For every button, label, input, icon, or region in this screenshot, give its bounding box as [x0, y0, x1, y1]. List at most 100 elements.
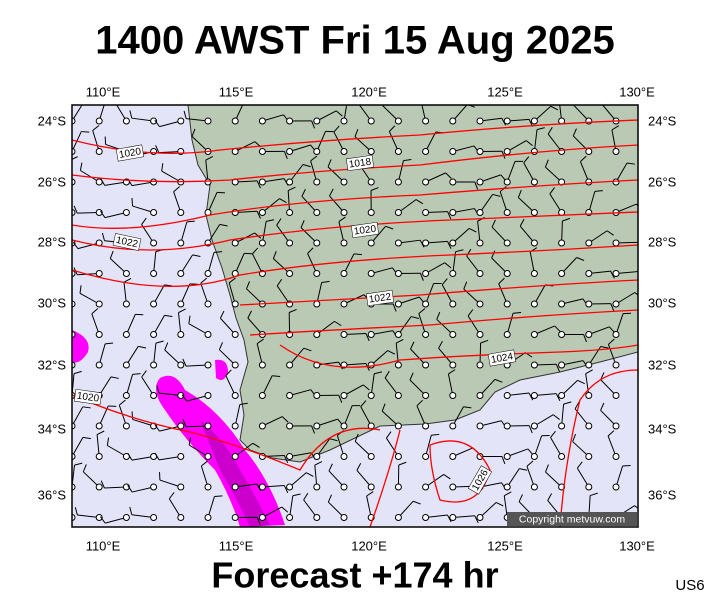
- lat-label: 34°S: [648, 421, 677, 436]
- footer-code: US6: [675, 577, 704, 594]
- barb-station: [586, 423, 592, 429]
- barb-station: [96, 484, 102, 490]
- barb-station: [259, 515, 265, 521]
- barb-station: [613, 332, 619, 338]
- barb-station: [205, 423, 211, 429]
- barb-station: [531, 423, 537, 429]
- barb-station: [151, 362, 157, 368]
- lat-label: 36°S: [38, 487, 67, 502]
- barb-station: [232, 149, 238, 155]
- barb-station: [586, 332, 592, 338]
- barb-station: [151, 240, 157, 246]
- barb-station: [559, 393, 565, 399]
- barb-station: [423, 362, 429, 368]
- barb-station: [531, 149, 537, 155]
- barb-station: [395, 179, 401, 185]
- barb-station: [341, 393, 347, 399]
- barb-station: [232, 393, 238, 399]
- barb-station: [232, 454, 238, 460]
- barb-station: [504, 240, 510, 246]
- barb-station: [287, 271, 293, 277]
- barb-station: [287, 515, 293, 521]
- barb-station: [123, 210, 129, 216]
- barb-station: [531, 271, 537, 277]
- barb-station: [205, 454, 211, 460]
- barb-station: [477, 210, 483, 216]
- barb-station: [450, 149, 456, 155]
- barb-station: [450, 362, 456, 368]
- barb-station: [368, 240, 374, 246]
- lat-label: 28°S: [648, 234, 677, 249]
- barb-station: [259, 210, 265, 216]
- barb-station: [504, 210, 510, 216]
- barb-station: [314, 149, 320, 155]
- barb-station: [96, 301, 102, 307]
- barb-flag: [272, 376, 280, 377]
- barb-station: [559, 301, 565, 307]
- barb-flag: [214, 496, 222, 497]
- barb-station: [123, 362, 129, 368]
- barb-station: [368, 118, 374, 124]
- barb-station: [423, 484, 429, 490]
- barb-station: [395, 149, 401, 155]
- barb-flag: [132, 198, 133, 206]
- barb-station: [450, 301, 456, 307]
- lat-label: 36°S: [648, 487, 677, 502]
- barb-station: [205, 393, 211, 399]
- barb-station: [613, 454, 619, 460]
- barb-station: [232, 118, 238, 124]
- barb-station: [232, 484, 238, 490]
- barb-station: [314, 393, 320, 399]
- barb-station: [423, 240, 429, 246]
- barb-station: [477, 362, 483, 368]
- lat-label: 30°S: [648, 295, 677, 310]
- barb-station: [613, 393, 619, 399]
- barb-station: [531, 362, 537, 368]
- barb-station: [477, 301, 483, 307]
- barb-station: [96, 271, 102, 277]
- barb-station: [423, 454, 429, 460]
- barb-station: [178, 301, 184, 307]
- barb-station: [613, 423, 619, 429]
- barb-station: [531, 332, 537, 338]
- barb-station: [341, 118, 347, 124]
- barb-station: [423, 515, 429, 521]
- barb-station: [341, 271, 347, 277]
- barb-station: [341, 423, 347, 429]
- barb-station: [232, 423, 238, 429]
- barb-station: [341, 332, 347, 338]
- barb-station: [423, 301, 429, 307]
- barb-station: [504, 484, 510, 490]
- barb-station: [395, 210, 401, 216]
- barb-station: [613, 362, 619, 368]
- barb-station: [232, 362, 238, 368]
- barb-station: [423, 393, 429, 399]
- barb-station: [586, 362, 592, 368]
- barb-station: [531, 393, 537, 399]
- lon-label: 125°E: [487, 84, 523, 99]
- barb-station: [287, 423, 293, 429]
- lat-label: 24°S: [648, 113, 677, 128]
- barb-station: [531, 240, 537, 246]
- barb-station: [423, 210, 429, 216]
- barb-station: [504, 332, 510, 338]
- barb-station: [259, 423, 265, 429]
- lon-label: 120°E: [351, 538, 387, 553]
- barb-station: [178, 423, 184, 429]
- barb-station: [504, 179, 510, 185]
- barb-station: [504, 454, 510, 460]
- barb-station: [205, 179, 211, 185]
- lat-label: 28°S: [38, 234, 67, 249]
- barb-station: [504, 423, 510, 429]
- barb-station: [531, 454, 537, 460]
- barb-station: [151, 332, 157, 338]
- barb-station: [341, 179, 347, 185]
- barb-station: [613, 240, 619, 246]
- barb-station: [314, 179, 320, 185]
- barb-station: [395, 454, 401, 460]
- barb-station: [477, 515, 483, 521]
- copyright: Copyright metvuw.com: [519, 513, 625, 525]
- barb-station: [368, 454, 374, 460]
- barb-station: [123, 332, 129, 338]
- barb-station: [314, 423, 320, 429]
